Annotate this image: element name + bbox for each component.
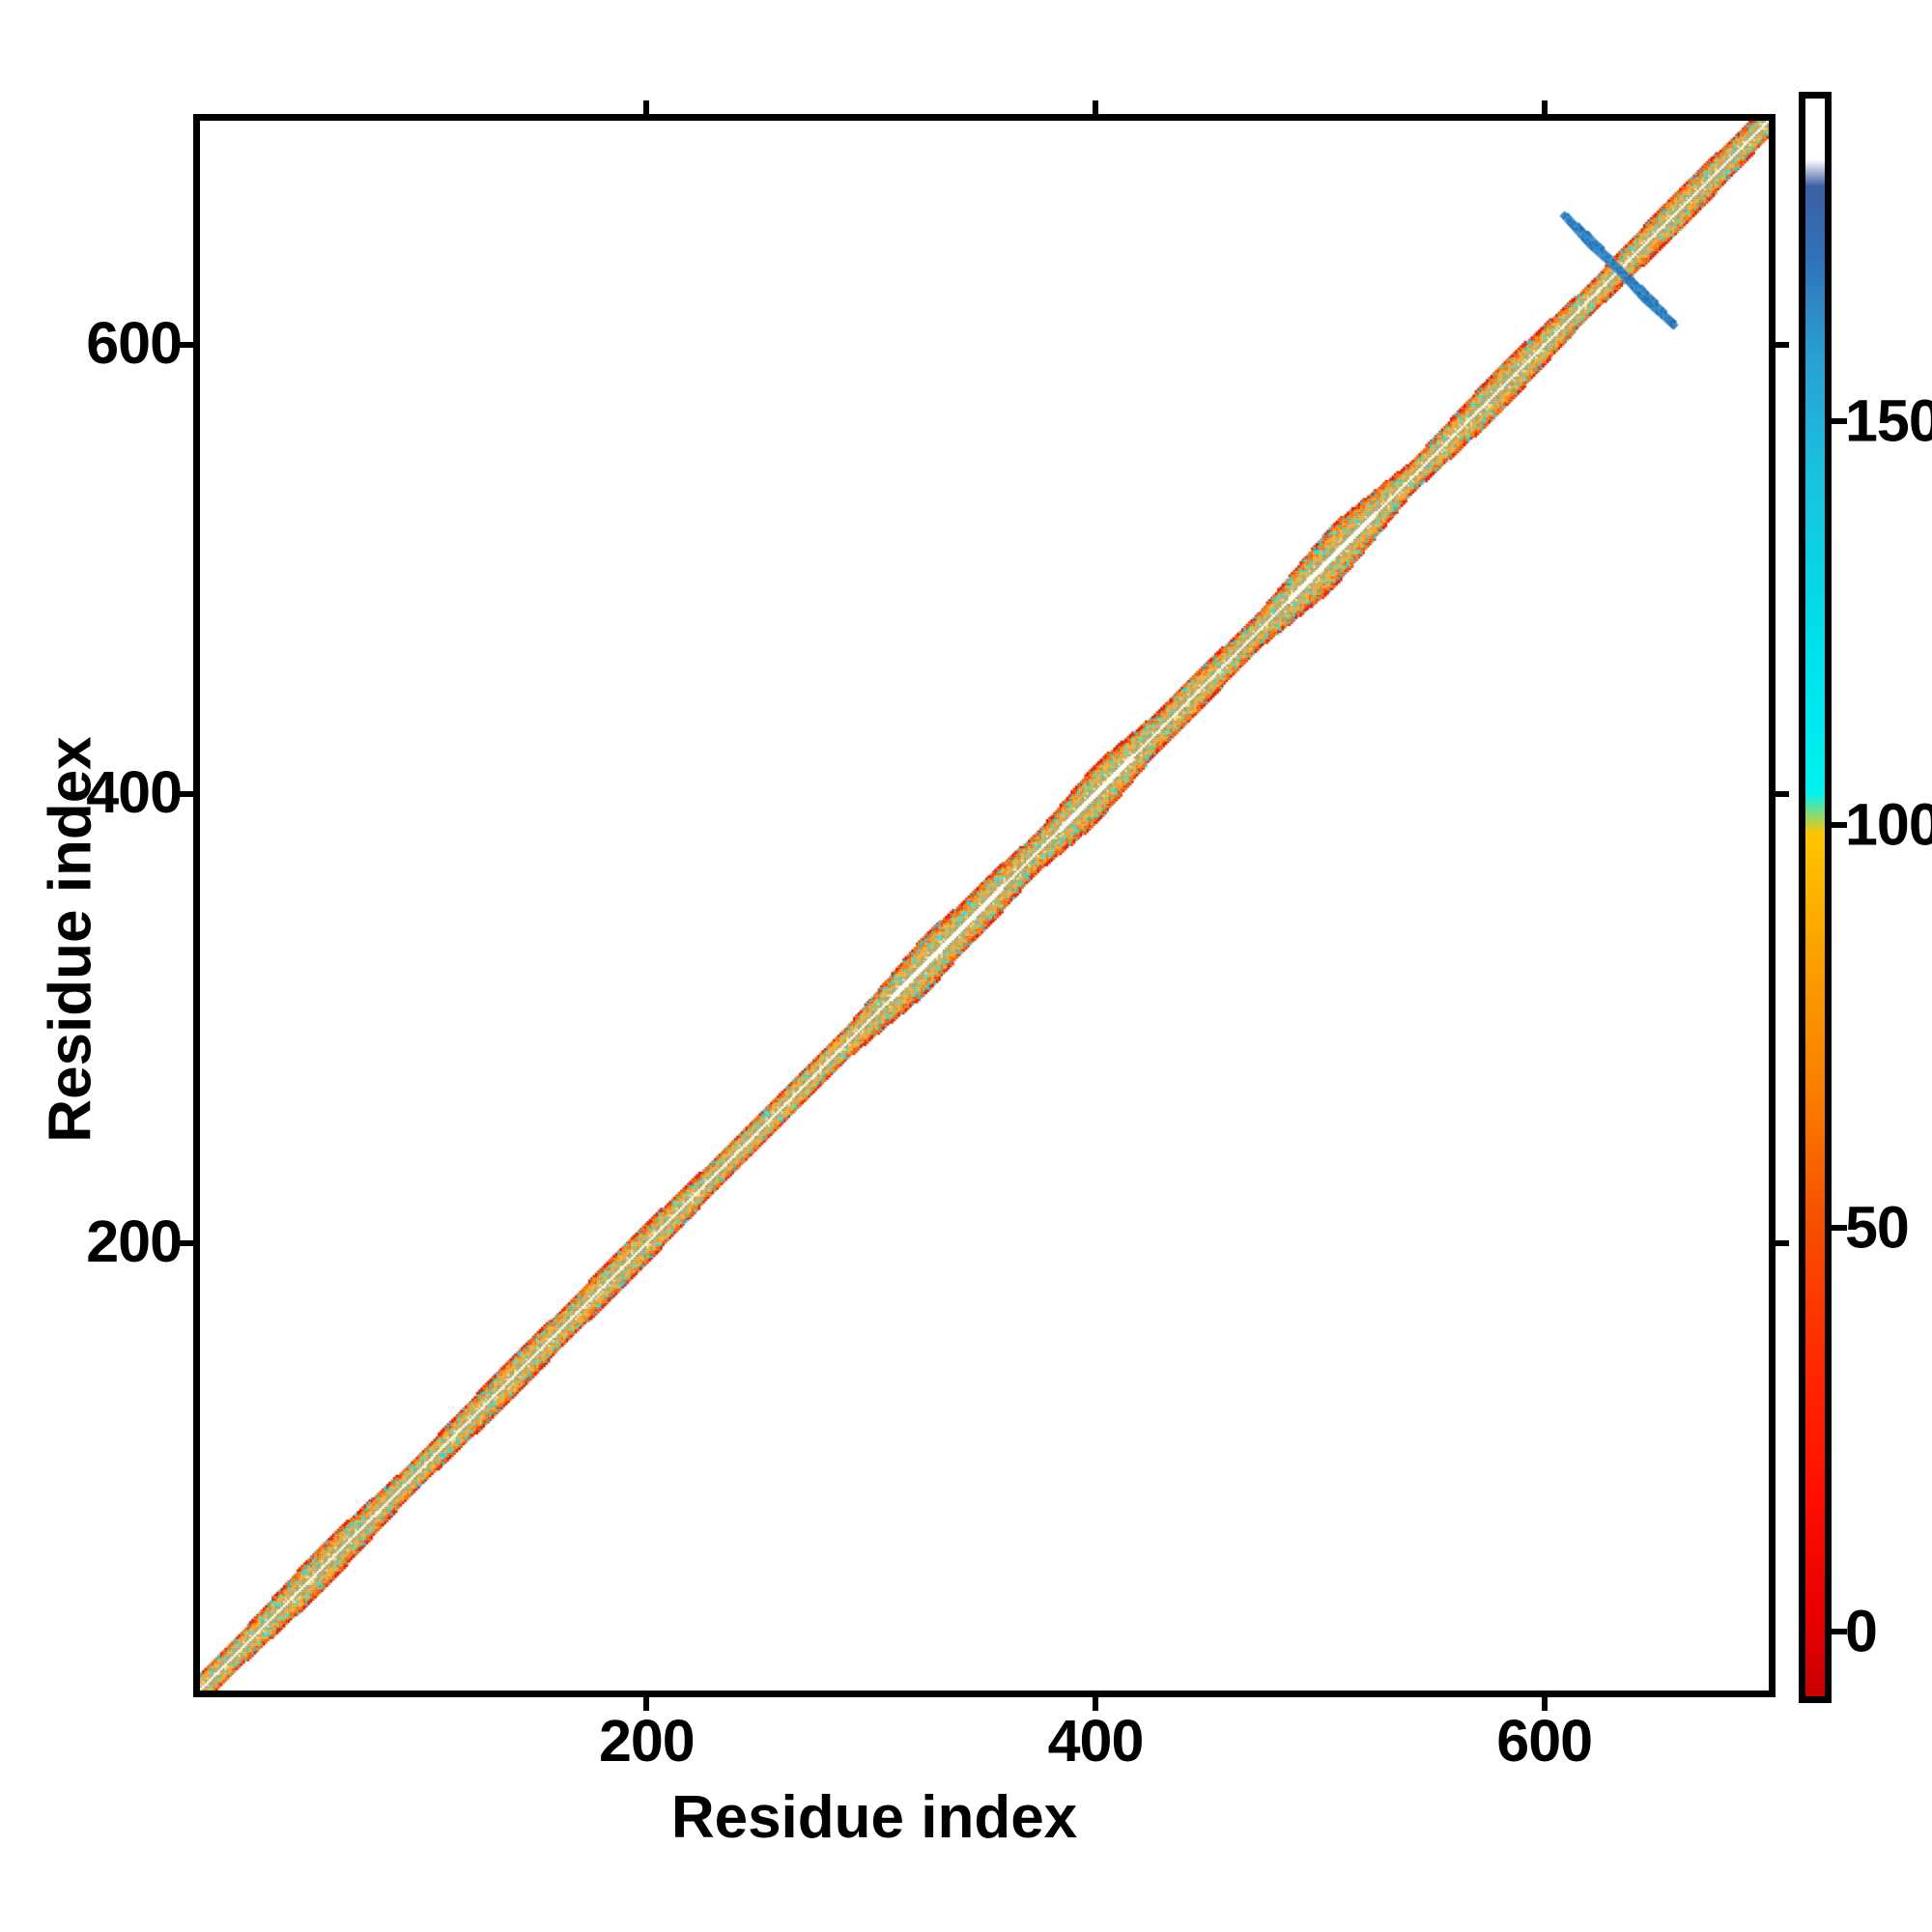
colorbar-tick-100 <box>1832 821 1847 828</box>
x-axis-title: Residue index <box>0 1783 1932 1852</box>
colorbar-tick-150 <box>1832 418 1847 425</box>
x-axis-label-400: 400 <box>1047 1708 1145 1774</box>
y-axis-label-600: 600 <box>86 310 183 377</box>
x-axis-tick-600 <box>1541 1697 1548 1711</box>
x-axis-title-text: Residue index <box>670 1784 1078 1851</box>
x-axis-label-600: 600 <box>1496 1708 1593 1774</box>
y-axis-tick-600 <box>180 342 193 349</box>
colorbar-label-150: 150 <box>1845 387 1932 454</box>
y-axis-title: Residue index <box>37 736 104 1143</box>
colorbar-tick-50 <box>1832 1225 1847 1232</box>
colorbar-label-100: 100 <box>1845 791 1932 858</box>
colorbar-label-50: 50 <box>1845 1194 1910 1261</box>
x-axis-top-tick-400 <box>1093 100 1098 114</box>
y-axis-tick-200 <box>180 1240 193 1247</box>
x-axis-top-tick-200 <box>643 100 650 114</box>
contact-map-plot-area <box>193 114 1776 1697</box>
y-axis-tick-400 <box>180 791 193 798</box>
colorbar-tick-0 <box>1832 1629 1847 1635</box>
contact-map-canvas <box>200 121 1769 1690</box>
x-axis-label-200: 200 <box>598 1708 696 1774</box>
y-axis-right-tick-200 <box>1776 1240 1789 1247</box>
colorbar-label-0: 0 <box>1845 1598 1878 1664</box>
colorbar <box>1799 92 1832 1703</box>
colorbar-gradient <box>1805 99 1825 1696</box>
y-axis-label-400: 400 <box>86 759 183 826</box>
x-axis-tick-400 <box>1093 1697 1098 1711</box>
x-axis-top-tick-600 <box>1541 100 1548 114</box>
y-axis-right-tick-400 <box>1776 791 1789 798</box>
y-axis-label-200: 200 <box>86 1208 183 1275</box>
x-axis-tick-200 <box>643 1697 650 1711</box>
y-axis-right-tick-600 <box>1776 342 1789 349</box>
